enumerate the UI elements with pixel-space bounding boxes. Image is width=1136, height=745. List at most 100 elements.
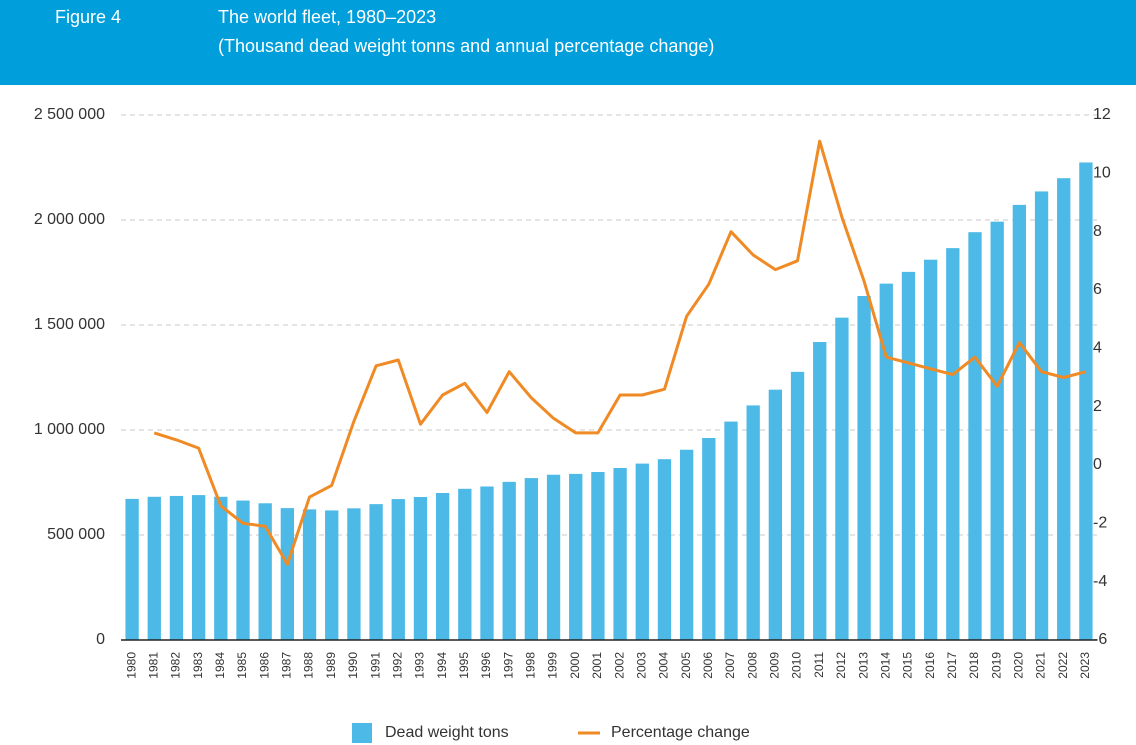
bar — [413, 496, 428, 640]
bar — [125, 498, 139, 640]
bar — [679, 449, 694, 640]
bar — [591, 472, 605, 640]
x-tick-label: 2002 — [612, 652, 626, 679]
x-tick-label: 1999 — [546, 652, 560, 679]
x-tick-label: 2011 — [812, 652, 826, 678]
bar — [835, 317, 849, 640]
x-tick-label: 1986 — [257, 652, 271, 679]
x-tick-label: 2004 — [657, 652, 671, 679]
header-band — [0, 0, 1136, 85]
bar — [569, 473, 583, 640]
y2-tick-label: 4 — [1093, 340, 1102, 357]
bar — [191, 495, 206, 640]
x-tick-label: 1995 — [457, 652, 471, 679]
x-tick-label: 1982 — [169, 652, 183, 679]
y2-tick-label: 12 — [1093, 106, 1111, 123]
x-tick-label: 2017 — [945, 652, 959, 679]
bar — [702, 437, 716, 640]
x-tick-label: 1989 — [324, 652, 338, 679]
bar — [1079, 162, 1093, 640]
x-tick-label: 2007 — [723, 652, 737, 679]
x-tick-label: 2005 — [679, 652, 693, 679]
line — [153, 139, 1087, 566]
x-tick-label: 2022 — [1056, 652, 1070, 679]
x-tick-label: 2003 — [634, 652, 648, 679]
x-tick-label: 1991 — [368, 652, 382, 679]
bar — [1034, 191, 1049, 640]
x-tick-label: 1981 — [146, 652, 160, 679]
bar — [391, 499, 405, 640]
y2-tick-label: -4 — [1093, 573, 1107, 590]
bar — [613, 468, 627, 640]
x-tick-label: 2013 — [856, 652, 870, 679]
x-tick-label: 1985 — [235, 652, 249, 679]
x-tick-label: 2008 — [745, 652, 759, 679]
x-tick-label: 2014 — [878, 652, 892, 679]
y-tick-label: 1 500 000 — [34, 316, 105, 333]
bar — [435, 493, 450, 640]
x-tick-label: 1998 — [524, 652, 538, 679]
y2-tick-label: 8 — [1093, 223, 1102, 240]
bar — [768, 389, 783, 640]
bar — [724, 421, 738, 640]
bar — [968, 232, 982, 640]
bar — [946, 248, 960, 640]
bar — [790, 371, 805, 640]
bar — [169, 495, 184, 640]
x-tick-label: 1996 — [479, 652, 493, 679]
bar — [524, 478, 539, 640]
x-tick-label: 2006 — [701, 652, 715, 679]
bar — [347, 508, 361, 640]
chart-subtitle: (Thousand dead weight tonns and annual p… — [218, 36, 714, 56]
y-tick-label: 2 500 000 — [34, 106, 105, 123]
x-tick-label: 2000 — [568, 652, 582, 679]
y2-tick-label: -2 — [1093, 515, 1107, 532]
bar — [236, 500, 250, 640]
bar — [1012, 204, 1027, 640]
y2-tick-label: -6 — [1093, 631, 1107, 648]
bar — [635, 463, 649, 640]
bar — [990, 221, 1004, 640]
x-tick-label: 1988 — [302, 652, 316, 679]
y-tick-label: 0 — [96, 631, 105, 648]
y-tick-label: 2 000 000 — [34, 211, 105, 228]
x-tick-label: 2001 — [590, 652, 604, 679]
x-tick-label: 1997 — [501, 652, 515, 679]
bar — [746, 405, 760, 640]
x-tick-label: 2015 — [901, 652, 915, 679]
x-tick-label: 2012 — [834, 652, 848, 679]
chart-title: The world fleet, 1980–2023 — [218, 7, 436, 27]
bar — [502, 481, 516, 640]
x-tick-label: 2021 — [1034, 652, 1048, 679]
bar — [458, 488, 472, 640]
x-tick-label: 2009 — [768, 652, 782, 679]
bar — [879, 283, 893, 640]
x-tick-label: 1990 — [346, 652, 360, 679]
bar — [657, 459, 672, 640]
y2-tick-label: 0 — [1093, 456, 1102, 473]
y2-tick-label: 6 — [1093, 281, 1102, 298]
x-tick-label: 2023 — [1078, 652, 1092, 679]
bar — [813, 342, 827, 640]
x-tick-label: 1987 — [280, 652, 294, 679]
bar — [214, 496, 228, 640]
x-tick-label: 1993 — [413, 652, 427, 679]
y-tick-label: 1 000 000 — [34, 421, 105, 438]
bar — [280, 508, 295, 640]
y2-tick-label: 10 — [1093, 165, 1111, 182]
bar — [1057, 178, 1071, 640]
bar — [147, 496, 161, 640]
x-tick-label: 1984 — [213, 652, 227, 679]
bar — [302, 509, 317, 640]
bar — [857, 296, 871, 640]
bar — [369, 504, 383, 640]
legend-label: Dead weight tons — [385, 724, 509, 741]
bar — [480, 486, 494, 640]
x-tick-label: 2020 — [1012, 652, 1026, 679]
bar — [258, 503, 272, 640]
bar — [923, 259, 938, 640]
y-tick-label: 500 000 — [47, 526, 105, 543]
legend-label: Percentage change — [611, 724, 750, 741]
x-tick-label: 2016 — [923, 652, 937, 679]
